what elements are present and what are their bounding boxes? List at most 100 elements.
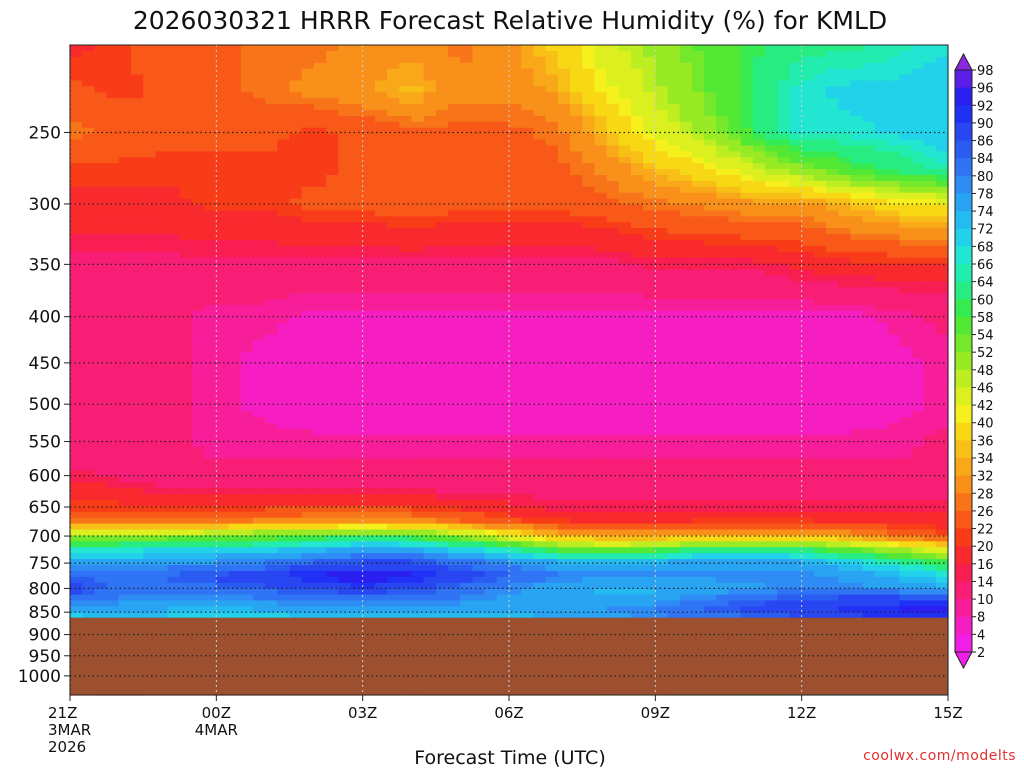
rh-cell	[387, 74, 400, 82]
rh-cell	[448, 50, 461, 58]
rh-cell	[130, 375, 144, 383]
rh-cell	[387, 50, 400, 58]
rh-cell	[435, 299, 449, 306]
rh-cell	[106, 423, 120, 430]
rh-cell	[338, 340, 352, 347]
rh-cell	[240, 411, 254, 418]
rh-cell	[448, 375, 461, 383]
rh-cell	[216, 92, 230, 99]
rh-cell	[691, 423, 705, 430]
rh-cell	[484, 316, 498, 324]
rh-cell	[777, 322, 791, 330]
rh-cell	[265, 375, 278, 383]
rh-cell	[557, 328, 571, 336]
rh-cell	[106, 310, 120, 318]
rh-cell	[521, 175, 534, 182]
rh-cell	[667, 417, 681, 424]
rh-cell	[130, 121, 144, 129]
rh-cell	[826, 151, 839, 158]
rh-cell	[228, 293, 242, 300]
rh-cell	[411, 257, 425, 265]
rh-cell	[813, 68, 827, 76]
rh-cell	[850, 429, 864, 436]
rh-cell	[228, 74, 242, 82]
rh-cell	[143, 440, 156, 448]
rh-cell	[204, 364, 217, 371]
rh-cell	[484, 435, 498, 442]
rh-cell	[179, 139, 193, 147]
rh-cell	[313, 370, 327, 377]
rh-cell	[374, 222, 388, 229]
rh-cell	[752, 104, 766, 111]
rh-cell	[252, 56, 266, 64]
rh-cell	[582, 240, 595, 247]
rh-cell	[228, 393, 242, 401]
rh-cell	[545, 316, 559, 324]
rh-cell	[423, 322, 437, 330]
rh-cell	[399, 405, 413, 412]
rh-cell	[216, 56, 230, 64]
rh-cell	[313, 222, 327, 229]
rh-cell	[362, 104, 376, 111]
rh-cell	[704, 68, 717, 76]
rh-cell	[533, 399, 547, 407]
rh-cell	[423, 381, 437, 389]
rh-cell	[228, 370, 242, 377]
rh-cell	[582, 257, 595, 265]
rh-cell	[94, 133, 108, 141]
rh-cell	[216, 328, 230, 336]
rh-cell	[191, 175, 205, 182]
rh-cell	[533, 157, 547, 164]
rh-cell	[899, 240, 913, 247]
rh-cell	[728, 222, 742, 229]
rh-cell	[606, 198, 620, 206]
rh-cell	[899, 328, 913, 336]
rh-cell	[594, 198, 608, 206]
rh-cell	[935, 133, 949, 141]
rh-cell	[350, 80, 364, 87]
rh-cell	[484, 328, 498, 336]
rh-cell	[265, 358, 278, 365]
rh-cell	[691, 104, 705, 111]
rh-cell	[838, 417, 852, 424]
rh-cell	[204, 417, 217, 424]
rh-cell	[545, 50, 559, 58]
rh-cell	[411, 440, 425, 448]
rh-cell	[594, 251, 608, 259]
rh-cell	[240, 316, 254, 324]
rh-cell	[423, 133, 437, 141]
rh-cell	[862, 328, 876, 336]
rh-cell	[143, 435, 156, 442]
rh-cell	[216, 245, 230, 253]
rh-cell	[350, 399, 364, 407]
rh-cell	[728, 216, 742, 223]
rh-cell	[752, 234, 766, 241]
rh-cell	[545, 381, 559, 389]
rh-cell	[630, 216, 644, 223]
rh-cell	[874, 121, 888, 129]
rh-cell	[643, 62, 656, 70]
rh-cell	[545, 145, 559, 152]
rh-cell	[935, 45, 949, 52]
rh-cell	[448, 358, 461, 365]
rh-cell	[155, 364, 169, 371]
rh-cell	[801, 98, 815, 105]
rh-cell	[362, 257, 376, 265]
rh-cell	[521, 74, 534, 82]
rh-cell	[216, 322, 230, 330]
rh-cell	[643, 216, 656, 223]
rh-cell	[411, 68, 425, 76]
rh-cell	[277, 139, 291, 147]
rh-cell	[313, 405, 327, 412]
rh-cell	[350, 86, 364, 93]
rh-cell	[82, 358, 95, 365]
rh-cell	[887, 151, 900, 158]
rh-cell	[191, 139, 205, 147]
rh-cell	[740, 293, 754, 300]
rh-cell	[606, 275, 620, 282]
rh-cell	[423, 281, 437, 288]
rh-cell	[191, 269, 205, 277]
rh-cell	[899, 98, 913, 105]
rh-cell	[545, 62, 559, 70]
rh-cell	[167, 45, 181, 52]
